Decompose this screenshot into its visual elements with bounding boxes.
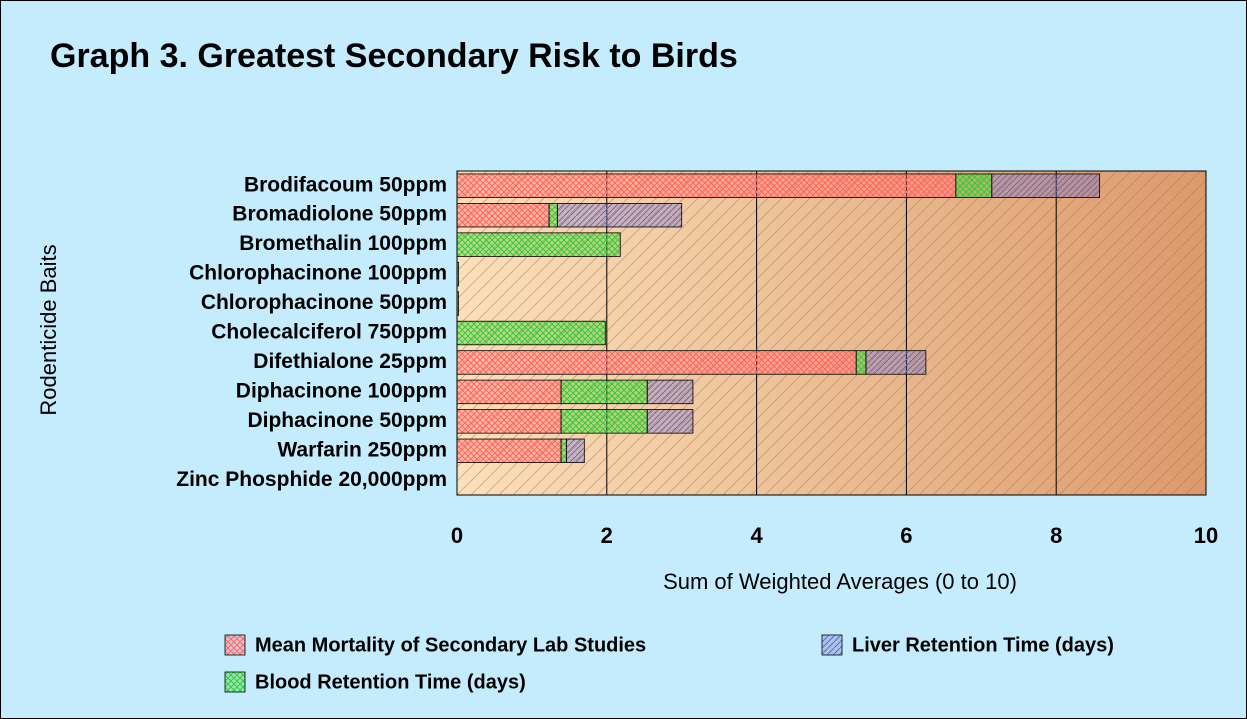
y-tick-label: Difethialone 25ppm [253,350,447,373]
x-tick-label: 2 [601,523,613,548]
x-tick-label: 8 [1050,523,1062,548]
bar-segment [565,438,585,464]
legend-swatch [224,634,246,656]
bar-segment [865,350,927,375]
x-tick-label: 6 [900,523,912,548]
y-tick-label: Zinc Phosphide 20,000ppm [176,468,447,491]
bar-segment [456,409,562,434]
y-tick-label: Chlorophacinone 100ppm [189,262,447,285]
bar-segment [646,409,694,434]
bar-segment [456,173,957,198]
y-tick-label: Bromadiolone 50ppm [232,203,447,226]
x-tick-label: 4 [750,523,763,548]
x-axis-label: Sum of Weighted Averages (0 to 10) [663,569,1017,594]
legend-swatch [224,671,246,693]
bar-segment [456,202,550,228]
legend-label: Mean Mortality of Secondary Lab Studies [255,634,646,656]
y-tick-label: Brodifacoum 50ppm [244,173,447,196]
bar-segment [955,173,993,198]
bar-segment [556,202,683,228]
bar-segment [560,438,567,464]
bar-segment [548,202,558,228]
bar-segment [456,320,606,346]
bar-segment [456,350,857,375]
bar-segment [646,379,694,405]
x-tick-label: 10 [1194,523,1218,548]
x-tick-label: 0 [451,523,463,548]
legend-label: Blood Retention Time (days) [255,671,526,693]
bar-segment [560,379,648,405]
chart-title: Graph 3. Greatest Secondary Risk to Bird… [50,37,738,75]
bar-segment [456,232,621,257]
bar-segment [456,438,562,464]
y-tick-label: Chlorophacinone 50ppm [201,291,447,314]
y-tick-label: Warfarin 250ppm [277,438,447,461]
bar-segment [456,379,562,405]
legend-swatch [821,634,843,656]
bar-segment [991,173,1101,198]
y-tick-label: Diphacinone 100ppm [236,379,447,402]
legend-label: Liver Retention Time (days) [852,634,1114,656]
bar-segment [855,350,867,375]
y-tick-label: Cholecalciferol 750ppm [211,321,447,344]
bar-segment [560,409,648,434]
y-tick-label: Bromethalin 100ppm [239,232,447,255]
y-axis-label: Rodenticide Baits [36,244,61,415]
y-tick-label: Diphacinone 50ppm [247,409,447,432]
plot-border [456,170,1207,496]
